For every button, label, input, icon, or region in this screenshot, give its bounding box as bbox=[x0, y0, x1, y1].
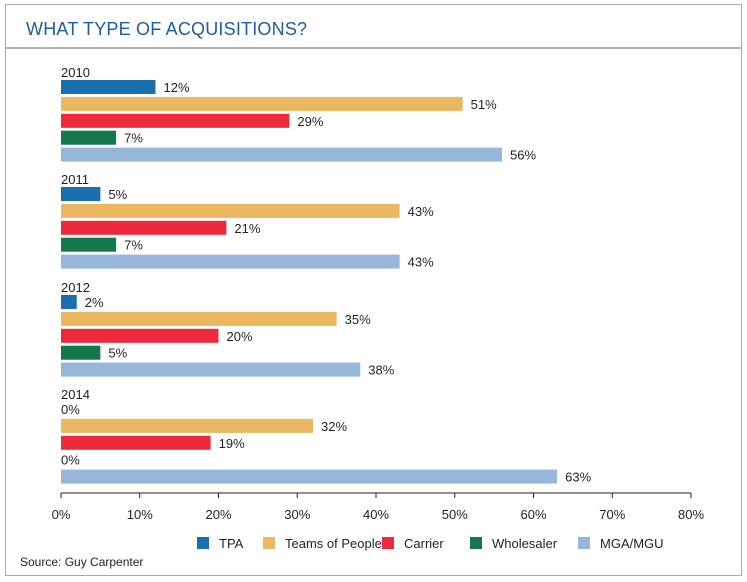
data-label-2010-tpa: 12% bbox=[164, 80, 190, 95]
bar-2012-wholesaler bbox=[61, 345, 101, 360]
legend-label-teams-of-people: Teams of People bbox=[285, 536, 382, 551]
data-label-2011-teams-of-people: 43% bbox=[408, 204, 434, 219]
bar-2011-tpa bbox=[61, 187, 101, 201]
bar-2014-teams-of-people bbox=[61, 418, 313, 433]
data-label-2012-mga-mgu: 38% bbox=[368, 363, 394, 378]
bar-2011-teams-of-people bbox=[61, 203, 400, 218]
data-label-2012-tpa: 2% bbox=[85, 295, 104, 310]
legend-swatch-carrier bbox=[382, 537, 394, 549]
data-label-2010-carrier: 29% bbox=[297, 114, 323, 129]
bar-2010-carrier bbox=[61, 113, 290, 128]
bar-2012-teams-of-people bbox=[61, 311, 337, 326]
data-label-2011-tpa: 5% bbox=[108, 187, 127, 202]
legend-swatch-tpa bbox=[197, 537, 209, 549]
data-label-2012-wholesaler: 5% bbox=[108, 346, 127, 361]
x-tick-label: 40% bbox=[363, 507, 389, 522]
bar-2012-tpa bbox=[61, 295, 77, 309]
x-tick-label: 70% bbox=[599, 507, 625, 522]
bar-2010-tpa bbox=[61, 80, 156, 94]
title-divider bbox=[5, 47, 742, 49]
bar-2011-carrier bbox=[61, 220, 227, 235]
bar-2011-mga-mgu bbox=[61, 254, 400, 269]
bar-2012-mga-mgu bbox=[61, 362, 361, 377]
source-note: Source: Guy Carpenter bbox=[20, 555, 144, 569]
data-label-2010-wholesaler: 7% bbox=[124, 131, 143, 146]
data-label-2014-mga-mgu: 63% bbox=[565, 470, 591, 485]
data-label-2012-teams-of-people: 35% bbox=[345, 312, 371, 327]
data-label-2012-carrier: 20% bbox=[227, 329, 253, 344]
legend-label-carrier: Carrier bbox=[404, 536, 444, 551]
bar-2014-mga-mgu bbox=[61, 469, 558, 484]
x-tick-label: 20% bbox=[205, 507, 231, 522]
group-label-2014: 2014 bbox=[61, 387, 90, 402]
bar-2014-carrier bbox=[61, 435, 211, 450]
x-tick-label: 0% bbox=[52, 507, 71, 522]
bar-2010-mga-mgu bbox=[61, 147, 502, 162]
group-label-2010: 2010 bbox=[61, 65, 90, 80]
data-label-2014-carrier: 19% bbox=[219, 436, 245, 451]
data-label-2014-tpa: 0% bbox=[61, 402, 80, 417]
legend-swatch-teams-of-people bbox=[263, 537, 275, 549]
bar-2012-carrier bbox=[61, 328, 219, 343]
group-label-2011: 2011 bbox=[61, 172, 89, 187]
data-label-2014-teams-of-people: 32% bbox=[321, 419, 347, 434]
bar-2011-wholesaler bbox=[61, 237, 117, 252]
data-label-2011-carrier: 21% bbox=[234, 221, 260, 236]
data-label-2010-teams-of-people: 51% bbox=[471, 97, 497, 112]
data-label-2010-mga-mgu: 56% bbox=[510, 148, 536, 163]
legend-swatch-mga-mgu bbox=[578, 537, 590, 549]
data-label-2011-wholesaler: 7% bbox=[124, 238, 143, 253]
x-tick-label: 10% bbox=[127, 507, 153, 522]
data-label-2014-wholesaler: 0% bbox=[61, 453, 80, 468]
data-label-2011-mga-mgu: 43% bbox=[408, 255, 434, 270]
x-tick-label: 60% bbox=[520, 507, 546, 522]
x-tick-label: 30% bbox=[284, 507, 310, 522]
legend-label-wholesaler: Wholesaler bbox=[492, 536, 558, 551]
legend-swatch-wholesaler bbox=[470, 537, 482, 549]
x-tick-label: 80% bbox=[678, 507, 704, 522]
legend-label-mga-mgu: MGA/MGU bbox=[600, 536, 664, 551]
x-tick-label: 50% bbox=[442, 507, 468, 522]
bar-2010-wholesaler bbox=[61, 130, 117, 145]
bar-2010-teams-of-people bbox=[61, 96, 463, 111]
group-label-2012: 2012 bbox=[61, 280, 90, 295]
chart-title: WHAT TYPE OF ACQUISITIONS? bbox=[26, 19, 308, 39]
legend-label-tpa: TPA bbox=[219, 536, 244, 551]
